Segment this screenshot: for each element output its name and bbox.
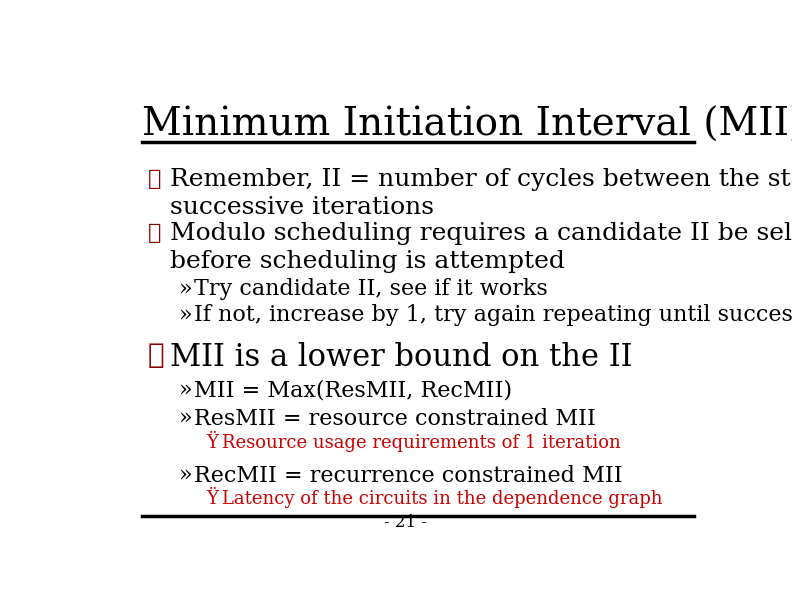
Text: Ÿ: Ÿ: [207, 490, 219, 509]
Text: Minimum Initiation Interval (MII): Minimum Initiation Interval (MII): [142, 106, 792, 143]
Text: Ÿ: Ÿ: [207, 434, 219, 452]
Text: ❖: ❖: [148, 222, 162, 244]
Text: »: »: [179, 465, 192, 487]
Text: MII = Max(ResMII, RecMII): MII = Max(ResMII, RecMII): [194, 379, 512, 401]
Text: »: »: [179, 278, 192, 300]
Text: Latency of the circuits in the dependence graph: Latency of the circuits in the dependenc…: [222, 490, 662, 509]
Text: Remember, II = number of cycles between the start of
successive iterations: Remember, II = number of cycles between …: [169, 168, 792, 219]
Text: - 21 -: - 21 -: [384, 513, 428, 531]
Text: »: »: [179, 379, 192, 401]
Text: Try candidate II, see if it works: Try candidate II, see if it works: [194, 278, 548, 300]
Text: MII is a lower bound on the II: MII is a lower bound on the II: [169, 342, 632, 373]
Text: »: »: [179, 408, 192, 430]
Text: Resource usage requirements of 1 iteration: Resource usage requirements of 1 iterati…: [222, 434, 620, 452]
Text: ❖: ❖: [148, 342, 165, 369]
Text: If not, increase by 1, try again repeating until successful: If not, increase by 1, try again repeati…: [194, 304, 792, 326]
Text: ❖: ❖: [148, 168, 162, 190]
Text: RecMII = recurrence constrained MII: RecMII = recurrence constrained MII: [194, 465, 623, 487]
Text: Modulo scheduling requires a candidate II be selected
before scheduling is attem: Modulo scheduling requires a candidate I…: [169, 222, 792, 274]
Text: »: »: [179, 304, 192, 326]
Text: ResMII = resource constrained MII: ResMII = resource constrained MII: [194, 408, 596, 430]
